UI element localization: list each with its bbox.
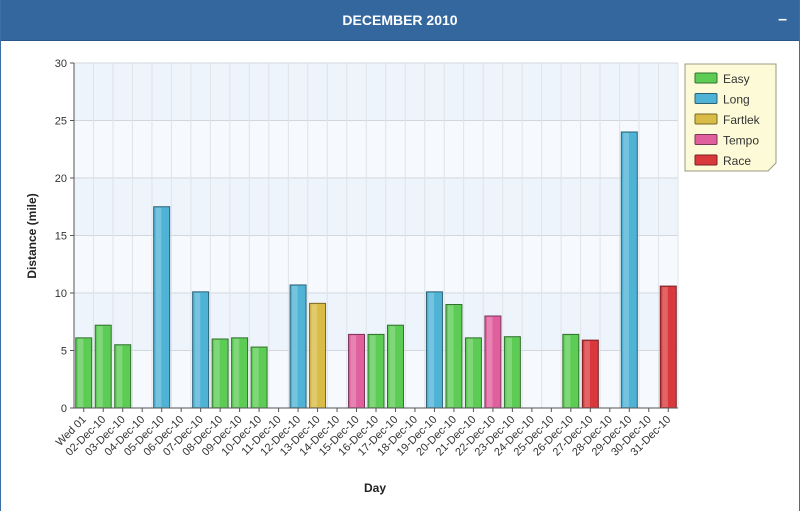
bar-highlight <box>370 335 376 407</box>
bar-highlight <box>214 340 220 407</box>
bar-highlight <box>662 287 668 407</box>
plot-band <box>74 178 678 236</box>
bar-easy-Wed-01[interactable] <box>75 337 93 409</box>
legend-label: Fartlek <box>723 113 761 127</box>
bar-fartlek-13-Dec-10[interactable] <box>309 302 327 409</box>
plot-band <box>74 235 678 293</box>
bar-tempo-22-Dec-10[interactable] <box>484 315 502 409</box>
bar-long-07-Dec-10[interactable] <box>192 291 210 409</box>
y-tick-labels: 0 5 10 15 20 25 30 <box>55 58 74 415</box>
bar-long-12-Dec-10[interactable] <box>289 284 307 409</box>
bar-highlight <box>253 348 259 407</box>
legend-item-fartlek[interactable]: Fartlek <box>694 113 761 127</box>
bar-highlight <box>311 304 318 407</box>
x-tick-labels: Wed 0102-Dec-1003-Dec-1004-Dec-1005-Dec-… <box>54 408 673 458</box>
bar-highlight <box>97 326 103 407</box>
legend-swatch <box>694 154 718 166</box>
bar-highlight <box>116 345 123 407</box>
y-tick-label: 0 <box>61 403 67 415</box>
y-tick-label: 20 <box>55 173 67 185</box>
x-axis-title: Day <box>364 481 386 495</box>
legend-label: Easy <box>723 72 750 86</box>
bar-easy-26-Dec-10[interactable] <box>562 333 580 409</box>
legend-swatch <box>694 134 718 145</box>
bar-highlight <box>77 338 84 407</box>
legend-swatch <box>694 113 718 125</box>
gridlines <box>73 62 679 409</box>
bar-highlight <box>194 292 201 407</box>
bar-long-29-Dec-10[interactable] <box>620 131 638 409</box>
bar-easy-20-Dec-10[interactable] <box>445 304 463 409</box>
bar-highlight <box>506 337 512 407</box>
y-tick-label: 30 <box>55 58 67 70</box>
legend-label: Race <box>723 154 751 168</box>
y-tick-label: 25 <box>55 116 67 128</box>
collapse-button[interactable]: – <box>778 11 787 28</box>
bar-highlight <box>292 285 298 407</box>
legend-item-tempo[interactable]: Tempo <box>694 134 759 148</box>
plot-band <box>74 120 678 178</box>
bar-long-19-Dec-10[interactable] <box>425 291 443 409</box>
y-axis-title: Distance (mile) <box>25 193 39 278</box>
bar-tempo-15-Dec-10[interactable] <box>348 333 366 409</box>
bar-highlight <box>389 326 396 407</box>
plot-band <box>74 63 678 121</box>
bar-easy-02-Dec-10[interactable] <box>94 324 112 409</box>
bar-easy-23-Dec-10[interactable] <box>503 336 521 409</box>
legend-item-race[interactable]: Race <box>694 154 751 168</box>
bar-easy-16-Dec-10[interactable] <box>367 333 385 409</box>
bar-highlight <box>350 335 357 407</box>
legend-swatch <box>694 93 718 104</box>
bars <box>75 131 677 409</box>
bar-highlight <box>233 338 240 407</box>
panel-header: DECEMBER 2010 – <box>1 0 799 41</box>
bar-race-27-Dec-10[interactable] <box>581 339 599 409</box>
y-tick-label: 15 <box>55 231 67 243</box>
bar-long-05-Dec-10[interactable] <box>153 206 171 409</box>
legend-label: Long <box>723 93 750 107</box>
legend-item-long[interactable]: Long <box>694 93 750 107</box>
panel-title: DECEMBER 2010 <box>342 12 458 28</box>
bar-highlight <box>584 341 590 407</box>
legend: Easy Long Fartlek Tempo Race <box>684 63 777 172</box>
legend-item-easy[interactable]: Easy <box>694 72 750 86</box>
legend-label: Tempo <box>723 134 759 148</box>
bar-highlight <box>447 305 454 407</box>
bar-easy-21-Dec-10[interactable] <box>464 337 482 409</box>
bar-highlight <box>428 292 435 407</box>
bar-highlight <box>486 317 493 407</box>
bar-easy-09-Dec-10[interactable] <box>231 337 249 409</box>
bar-easy-08-Dec-10[interactable] <box>211 338 229 409</box>
bar-easy-10-Dec-10[interactable] <box>250 346 268 409</box>
bar-easy-17-Dec-10[interactable] <box>386 324 404 409</box>
bar-highlight <box>155 207 162 407</box>
bar-highlight <box>564 335 571 407</box>
legend-swatch <box>694 72 718 84</box>
bar-highlight <box>623 133 629 407</box>
bar-easy-03-Dec-10[interactable] <box>114 344 132 409</box>
bar-highlight <box>467 338 474 407</box>
y-tick-label: 5 <box>61 346 67 358</box>
y-tick-label: 10 <box>55 288 67 300</box>
bar-race-31-Dec-10[interactable] <box>659 285 677 409</box>
